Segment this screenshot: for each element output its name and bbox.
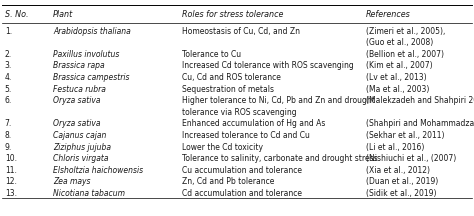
Text: Elsholtzia haichowensis: Elsholtzia haichowensis bbox=[53, 166, 143, 175]
Text: Brassica campestris: Brassica campestris bbox=[53, 73, 129, 82]
Text: Homeostasis of Cu, Cd, and Zn: Homeostasis of Cu, Cd, and Zn bbox=[182, 27, 301, 36]
Text: Oryza sativa: Oryza sativa bbox=[53, 119, 100, 129]
Text: (Lv et al., 2013): (Lv et al., 2013) bbox=[366, 73, 427, 82]
Text: Nicotiana tabacum: Nicotiana tabacum bbox=[53, 189, 125, 198]
Text: S. No.: S. No. bbox=[5, 10, 28, 19]
Text: 7.: 7. bbox=[5, 119, 12, 129]
Text: Increased tolerance to Cd and Cu: Increased tolerance to Cd and Cu bbox=[182, 131, 310, 140]
Text: 8.: 8. bbox=[5, 131, 12, 140]
Text: Cd accumulation and tolerance: Cd accumulation and tolerance bbox=[182, 189, 302, 198]
Text: Lower the Cd toxicity: Lower the Cd toxicity bbox=[182, 143, 264, 152]
Text: (Ma et al., 2003): (Ma et al., 2003) bbox=[366, 85, 429, 94]
Text: (Kim et al., 2007): (Kim et al., 2007) bbox=[366, 61, 433, 70]
Text: Tolerance to Cu: Tolerance to Cu bbox=[182, 50, 242, 59]
Text: Sequestration of metals: Sequestration of metals bbox=[182, 85, 274, 94]
Text: (Xia et al., 2012): (Xia et al., 2012) bbox=[366, 166, 430, 175]
Text: 3.: 3. bbox=[5, 61, 12, 70]
Text: 12.: 12. bbox=[5, 178, 17, 186]
Text: 1.: 1. bbox=[5, 27, 12, 36]
Text: (Duan et al., 2019): (Duan et al., 2019) bbox=[366, 178, 438, 186]
Text: Increased Cd tolerance with ROS scavenging: Increased Cd tolerance with ROS scavengi… bbox=[182, 61, 354, 70]
Text: 4.: 4. bbox=[5, 73, 12, 82]
Text: Chloris virgata: Chloris virgata bbox=[53, 154, 109, 163]
Text: (Li et al., 2016): (Li et al., 2016) bbox=[366, 143, 424, 152]
Text: (Shahpiri and Mohammadzadeh 2018a,b): (Shahpiri and Mohammadzadeh 2018a,b) bbox=[366, 119, 474, 129]
Text: (Zimeri et al., 2005),
(Guo et al., 2008): (Zimeri et al., 2005), (Guo et al., 2008… bbox=[366, 27, 445, 47]
Text: 5.: 5. bbox=[5, 85, 12, 94]
Text: Ziziphus jujuba: Ziziphus jujuba bbox=[53, 143, 111, 152]
Text: Enhanced accumulation of Hg and As: Enhanced accumulation of Hg and As bbox=[182, 119, 326, 129]
Text: Plant: Plant bbox=[53, 10, 73, 19]
Text: Tolerance to salinity, carbonate and drought stress: Tolerance to salinity, carbonate and dro… bbox=[182, 154, 378, 163]
Text: 9.: 9. bbox=[5, 143, 12, 152]
Text: Higher tolerance to Ni, Cd, Pb and Zn and drought
tolerance via ROS scavenging: Higher tolerance to Ni, Cd, Pb and Zn an… bbox=[182, 96, 375, 117]
Text: 2.: 2. bbox=[5, 50, 12, 59]
Text: (Malekzadeh and Shahpiri 2017): (Malekzadeh and Shahpiri 2017) bbox=[366, 96, 474, 105]
Text: Festuca rubra: Festuca rubra bbox=[53, 85, 106, 94]
Text: Brassica rapa: Brassica rapa bbox=[53, 61, 105, 70]
Text: Zn, Cd and Pb tolerance: Zn, Cd and Pb tolerance bbox=[182, 178, 275, 186]
Text: Cu, Cd and ROS tolerance: Cu, Cd and ROS tolerance bbox=[182, 73, 282, 82]
Text: 6.: 6. bbox=[5, 96, 12, 105]
Text: Arabidopsis thaliana: Arabidopsis thaliana bbox=[53, 27, 131, 36]
Text: Cu accumulation and tolerance: Cu accumulation and tolerance bbox=[182, 166, 302, 175]
Text: (Sekhar et al., 2011): (Sekhar et al., 2011) bbox=[366, 131, 445, 140]
Text: Paxillus involutus: Paxillus involutus bbox=[53, 50, 119, 59]
Text: Zea mays: Zea mays bbox=[53, 178, 91, 186]
Text: References: References bbox=[366, 10, 410, 19]
Text: 10.: 10. bbox=[5, 154, 17, 163]
Text: (Nishiuchi et al., (2007): (Nishiuchi et al., (2007) bbox=[366, 154, 456, 163]
Text: 13.: 13. bbox=[5, 189, 17, 198]
Text: Roles for stress tolerance: Roles for stress tolerance bbox=[182, 10, 284, 19]
Text: (Bellion et al., 2007): (Bellion et al., 2007) bbox=[366, 50, 444, 59]
Text: (Sidik et al., 2019): (Sidik et al., 2019) bbox=[366, 189, 437, 198]
Text: Oryza sativa: Oryza sativa bbox=[53, 96, 100, 105]
Text: Cajanus cajan: Cajanus cajan bbox=[53, 131, 107, 140]
Text: 11.: 11. bbox=[5, 166, 17, 175]
